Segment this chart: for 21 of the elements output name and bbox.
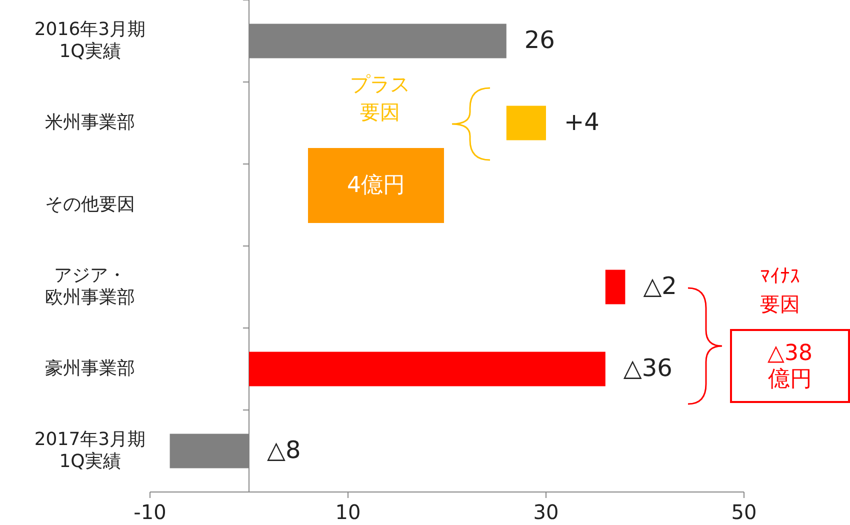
y-tick-label: 豪州事業部: [45, 358, 135, 379]
data-label: △8: [267, 436, 301, 464]
data-label: △36: [623, 354, 672, 382]
annotation: 要因: [360, 100, 400, 124]
y-tick-label: 2017年3月期 1Q実績: [34, 429, 146, 472]
data-label: △2: [643, 272, 677, 300]
x-tick-label: -10: [134, 500, 166, 524]
y-tick-label: アジア・欧州事業部: [45, 265, 135, 308]
y-tick-label: 米州事業部: [45, 112, 135, 133]
text: △38 億円: [768, 340, 812, 392]
data-label: 26: [524, 26, 555, 54]
text: ﾏｲﾅｽ: [760, 264, 800, 288]
y-tick-label: 2016年3月期 1Q実績: [34, 19, 146, 62]
x-tick-label: 50: [731, 500, 757, 524]
y-tick-label: その他要因: [45, 194, 135, 215]
x-tick-label: 10: [335, 500, 361, 524]
x-tick-label: 30: [533, 500, 559, 524]
annotation: プラス: [350, 72, 410, 96]
data-label: +4: [564, 108, 600, 136]
annotation: 4億円: [347, 173, 405, 198]
text: 要因: [760, 292, 800, 316]
